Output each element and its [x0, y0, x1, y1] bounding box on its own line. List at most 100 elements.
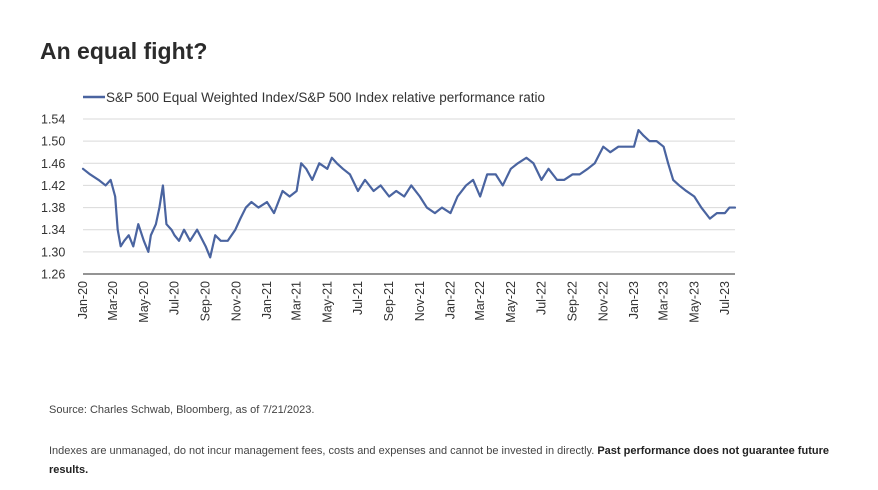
data-point: [728, 206, 731, 209]
data-point: [532, 162, 535, 165]
x-tick-label: Nov-20: [229, 281, 243, 321]
data-point: [709, 217, 711, 220]
data-point: [305, 168, 308, 170]
data-point: [388, 195, 390, 198]
data-point: [300, 162, 302, 165]
data-point: [295, 190, 298, 192]
data-point: [379, 184, 382, 187]
data-point: [311, 179, 314, 181]
data-point: [617, 145, 620, 148]
data-point: [517, 162, 519, 165]
data-point: [82, 168, 84, 170]
data-point: [219, 239, 222, 242]
x-tick-label: May-22: [504, 281, 518, 323]
data-point: [624, 145, 627, 148]
data-point: [479, 195, 481, 198]
data-point: [137, 223, 140, 225]
data-point: [204, 245, 207, 248]
data-point: [662, 145, 665, 148]
data-point: [465, 184, 467, 187]
data-point: [196, 228, 198, 231]
data-point: [132, 245, 135, 248]
data-point: [104, 184, 107, 187]
data-point: [226, 239, 229, 242]
data-point: [637, 129, 640, 131]
x-tick-label: Sep-21: [382, 281, 396, 321]
data-point: [434, 212, 436, 214]
x-tick-label: Mar-20: [106, 281, 120, 321]
data-point: [372, 190, 375, 192]
data-point: [281, 190, 284, 192]
y-tick-label: 1.50: [41, 135, 65, 149]
x-tick-label: Jul-21: [351, 281, 365, 315]
data-point: [234, 228, 237, 231]
x-tick-label: Nov-21: [413, 281, 427, 321]
data-point: [114, 195, 116, 198]
x-tick-label: Jul-20: [167, 281, 181, 315]
data-point: [245, 206, 247, 209]
data-point: [472, 179, 474, 181]
data-point: [158, 206, 161, 209]
data-point: [494, 173, 497, 176]
data-point: [127, 234, 130, 237]
source-note: Source: Charles Schwab, Bloomberg, as of…: [49, 404, 315, 416]
chart-title: An equal fight?: [40, 38, 208, 64]
data-point: [700, 206, 703, 209]
data-point: [540, 179, 543, 181]
data-point: [178, 239, 180, 242]
y-tick-label: 1.34: [41, 223, 65, 237]
data-point: [162, 184, 164, 187]
data-point: [147, 251, 150, 253]
y-tick-label: 1.54: [41, 113, 65, 127]
data-point: [449, 212, 452, 214]
data-point: [556, 179, 558, 181]
data-point: [648, 140, 651, 142]
x-tick-label: May-20: [137, 281, 151, 323]
y-tick-label: 1.42: [41, 179, 65, 193]
legend-label: S&P 500 Equal Weighted Index/S&P 500 Ind…: [106, 90, 545, 105]
y-tick-label: 1.46: [41, 157, 65, 171]
data-point: [609, 151, 612, 154]
legend: S&P 500 Equal Weighted Index/S&P 500 Ind…: [83, 90, 545, 105]
data-point: [143, 239, 145, 242]
x-tick-label: Nov-22: [596, 281, 610, 321]
x-tick-label: Jan-20: [76, 281, 90, 319]
x-tick-label: Sep-22: [566, 281, 580, 321]
x-tick-label: May-21: [320, 281, 334, 323]
data-point: [724, 212, 726, 214]
x-tick-label: May-23: [687, 281, 701, 323]
data-point: [336, 162, 338, 165]
data-point: [693, 195, 696, 198]
data-point: [170, 228, 173, 231]
data-point: [633, 145, 635, 148]
data-point: [257, 206, 260, 209]
x-tick-label: Sep-20: [199, 281, 213, 321]
data-point: [593, 162, 596, 165]
data-point: [173, 234, 176, 237]
data-point: [155, 223, 157, 225]
x-tick-label: Jan-22: [443, 281, 457, 319]
data-point: [239, 217, 242, 220]
data-point: [288, 195, 291, 198]
data-point: [403, 195, 406, 198]
data-point: [273, 212, 275, 214]
data-point: [602, 145, 605, 148]
data-point: [349, 173, 351, 176]
data-point: [214, 234, 217, 237]
data-point: [685, 190, 688, 192]
y-axis-ticks: 1.54 1.50 1.46 1.42 1.38 1.34 1.30 1.26: [41, 113, 65, 282]
series-layer: [81, 128, 737, 259]
data-point: [183, 228, 185, 231]
data-point: [209, 256, 211, 259]
data-point: [318, 162, 321, 165]
data-point: [89, 173, 91, 176]
x-tick-label: Jul-22: [534, 281, 548, 315]
data-point: [119, 245, 122, 248]
data-point: [501, 184, 504, 187]
disclaimer: Indexes are unmanaged, do not incur mana…: [49, 442, 839, 480]
series-line: [81, 128, 737, 259]
data-point: [667, 162, 669, 165]
data-point: [364, 179, 366, 181]
data-point: [150, 234, 152, 237]
y-tick-label: 1.26: [41, 268, 65, 282]
